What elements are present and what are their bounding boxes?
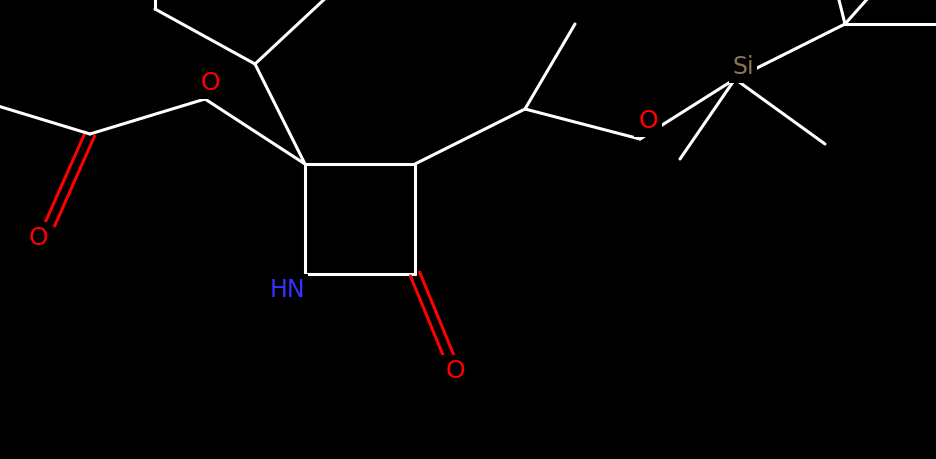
Text: O: O <box>200 71 220 95</box>
Text: Si: Si <box>732 55 753 79</box>
Text: O: O <box>28 226 48 250</box>
Text: O: O <box>638 109 658 133</box>
Text: O: O <box>446 359 465 383</box>
Text: HN: HN <box>270 278 305 302</box>
